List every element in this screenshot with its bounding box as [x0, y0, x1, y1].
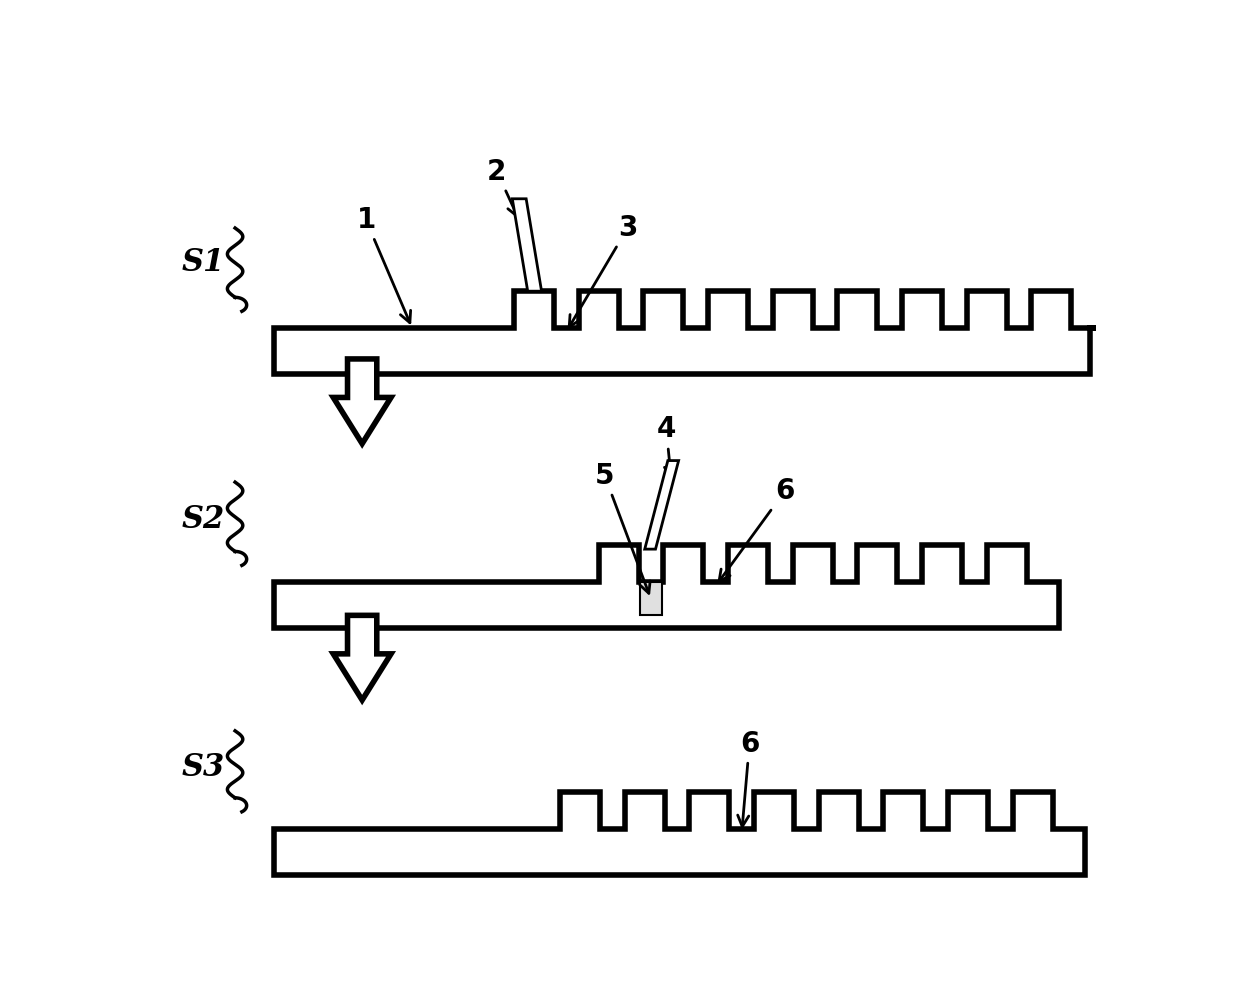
- Text: 2: 2: [487, 157, 518, 216]
- Polygon shape: [334, 359, 391, 444]
- Polygon shape: [274, 545, 1059, 628]
- Text: 5: 5: [595, 462, 650, 593]
- Text: S1: S1: [181, 247, 224, 279]
- Polygon shape: [334, 615, 391, 700]
- Polygon shape: [512, 198, 542, 292]
- Text: S3: S3: [181, 752, 224, 783]
- Text: 4: 4: [657, 416, 676, 478]
- Text: S2: S2: [181, 504, 224, 535]
- Bar: [640, 582, 662, 615]
- Text: 1: 1: [356, 206, 410, 323]
- Text: 6: 6: [719, 477, 795, 581]
- Polygon shape: [645, 461, 678, 549]
- Polygon shape: [274, 292, 1096, 375]
- Text: 6: 6: [738, 729, 759, 827]
- Polygon shape: [274, 792, 1085, 875]
- Text: 3: 3: [569, 213, 637, 327]
